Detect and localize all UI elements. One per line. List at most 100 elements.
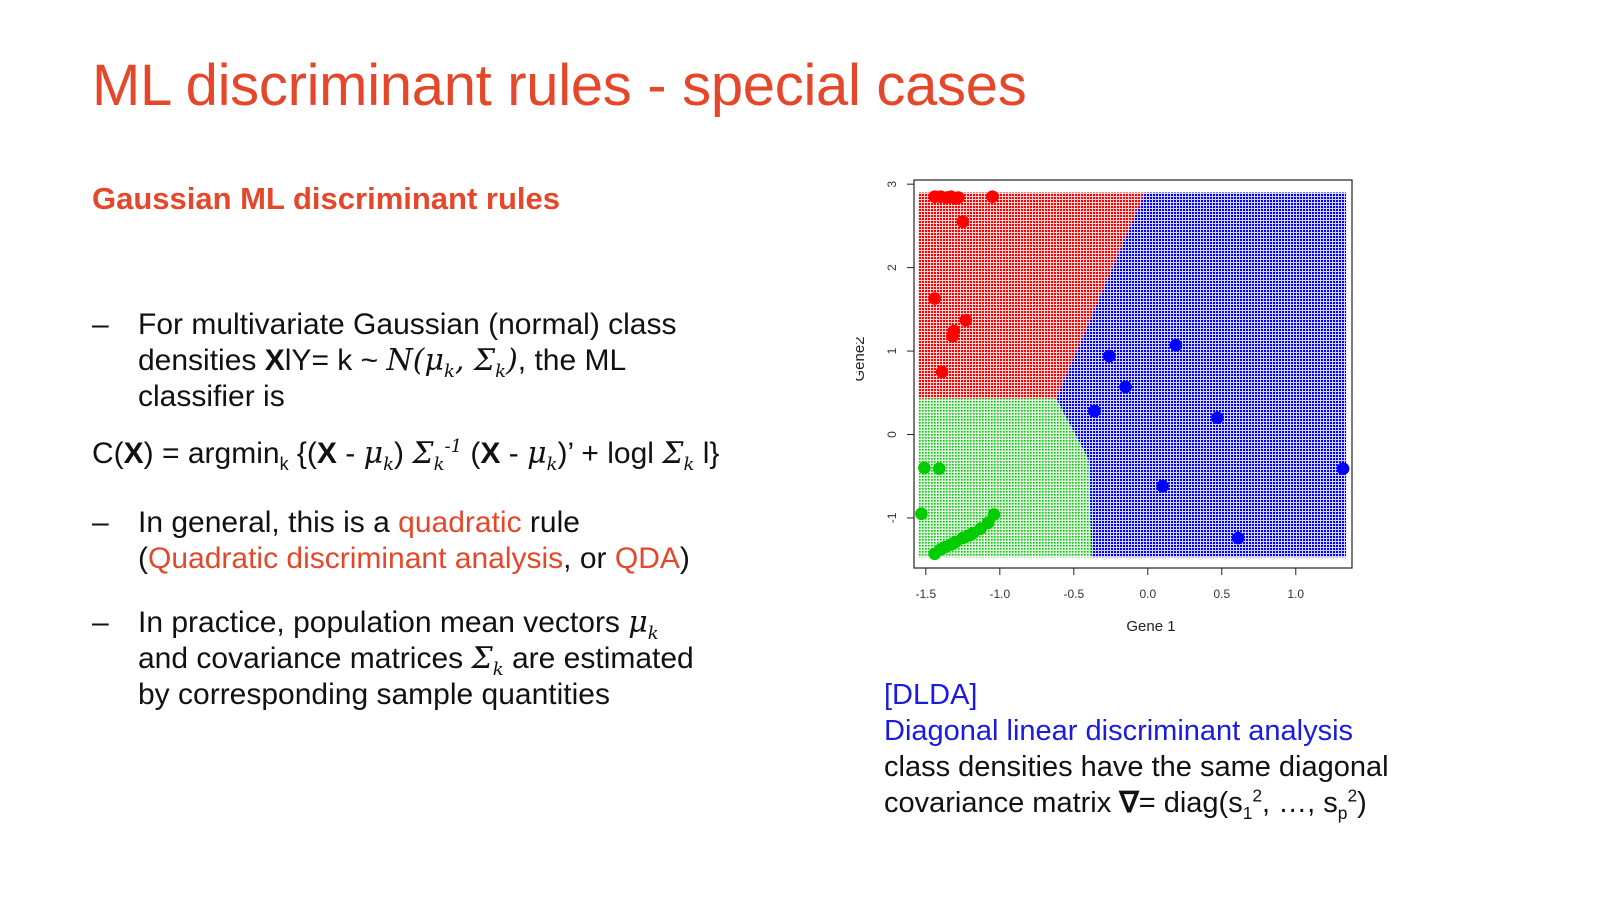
math-run: Σ	[412, 436, 434, 471]
formula-run: (	[462, 437, 481, 470]
math-run: )	[506, 343, 518, 378]
caption-method-name: Diagonal linear discriminant analysis	[884, 715, 1354, 747]
text-run: = diag(s	[1138, 787, 1243, 819]
math-run: Σ	[662, 436, 684, 471]
vector-x: X	[480, 437, 501, 470]
text-run: are estimated	[503, 642, 694, 675]
slide-title: ML discriminant rules - special cases	[92, 53, 1027, 118]
bullet-line: classifier is	[138, 380, 285, 413]
math-sub: k	[546, 454, 558, 475]
data-point	[928, 292, 941, 305]
text-run: densities	[138, 344, 265, 377]
region-red	[918, 192, 1145, 399]
nabla-symbol: ∇	[1119, 787, 1139, 819]
x-tick-label: 1.0	[1287, 587, 1304, 601]
text-run: )	[679, 542, 690, 575]
math-run: , Σ	[454, 343, 496, 378]
data-point	[959, 313, 973, 327]
caption-tag: [DLDA]	[884, 679, 978, 711]
math-sub: k	[647, 623, 659, 644]
data-point	[915, 507, 928, 521]
text-run: In general, this is a	[138, 506, 399, 539]
caption-line: covariance matrix ∇= diag(s12, …, sp2)	[884, 785, 1574, 823]
highlight-quadratic: quadratic	[398, 506, 522, 539]
data-point	[1156, 479, 1169, 493]
math-sigma: Σk	[662, 436, 694, 474]
bullet-line: (Quadratic discriminant analysis, or QDA…	[138, 541, 798, 577]
vector-x: X	[264, 344, 285, 377]
bullet-marker: –	[92, 606, 109, 639]
y-tick-label: 0	[885, 431, 899, 438]
bullet-text: For multivariate Gaussian (normal) class…	[138, 307, 798, 415]
x-tick-label: -0.5	[1063, 587, 1084, 601]
math-mu: μk	[363, 436, 394, 474]
region-blue	[1056, 192, 1347, 558]
bullet-line: In general, this is a quadratic rule	[138, 505, 798, 541]
y-axis-title: Gene2	[856, 336, 868, 381]
math-sigma-inverse: Σk-1	[412, 436, 463, 474]
math-sup: 2	[1252, 785, 1263, 806]
math-sub: k	[443, 361, 455, 382]
data-point	[956, 215, 970, 228]
text-run: lY= k ~	[284, 344, 387, 377]
data-points	[915, 190, 1350, 561]
data-point	[935, 365, 949, 379]
text-run: )	[1357, 787, 1367, 819]
math-mu: μk	[527, 436, 557, 474]
formula-run: -	[500, 437, 528, 470]
math-sub: p	[1337, 802, 1348, 823]
math-normal: N(μk, Σk)	[386, 343, 518, 381]
formula-run: )’ + logl	[557, 437, 663, 470]
math-sub: 1	[1242, 802, 1253, 823]
highlight-qda: QDA	[614, 542, 680, 575]
data-point	[946, 329, 959, 343]
chart-svg: -1.5 -1.0 -0.5 0.0 0.5 1.0 -1 0 1 2 3 Gene 1 Gene2	[851, 179, 1353, 635]
formula-run: ) = argmin	[143, 437, 280, 470]
math-run: μ	[628, 605, 648, 640]
slide-subtitle: Gaussian ML discriminant rules	[92, 181, 561, 216]
math-run: μ	[363, 436, 384, 471]
dlda-caption: [DLDA] Diagonal linear discriminant anal…	[884, 677, 1574, 821]
bullet-line: and covariance matrices Σk are estimated	[138, 641, 798, 680]
data-point	[987, 508, 1001, 521]
data-point	[918, 461, 931, 475]
math-sub: k	[433, 454, 445, 475]
bullet-text: In practice, population mean vectors μk …	[138, 605, 798, 713]
math-sub: k	[492, 659, 504, 680]
text-run: (	[138, 542, 148, 575]
chart-axes: -1.5 -1.0 -0.5 0.0 0.5 1.0 -1 0 1 2 3 Gene 1 Gene2	[851, 179, 1353, 635]
y-tick-label: 2	[885, 264, 899, 271]
x-tick-label: -1.5	[915, 587, 936, 601]
highlight-qda-long: Quadratic discriminant analysis	[148, 542, 564, 575]
x-tick-label: 0.0	[1139, 587, 1156, 601]
math-run: N(μ	[386, 343, 444, 378]
bullet-line: For multivariate Gaussian (normal) class	[138, 308, 677, 341]
bullet-marker: –	[92, 506, 109, 539]
text-run: , the ML	[517, 344, 627, 377]
vector-x: X	[123, 437, 144, 470]
y-tick-label: -1	[885, 512, 899, 523]
formula-run: {(	[288, 437, 317, 470]
text-run: , or	[563, 542, 615, 575]
data-point	[932, 462, 946, 476]
formula-run: -	[336, 437, 364, 470]
y-tick-label: 1	[885, 347, 899, 354]
data-point	[986, 190, 999, 203]
data-point	[1231, 531, 1245, 545]
text-run: , …, s	[1262, 787, 1338, 819]
math-sup: -1	[444, 436, 463, 457]
dlda-scatter-chart: -1.5 -1.0 -0.5 0.0 0.5 1.0 -1 0 1 2 3 Gene 1 Gene2	[851, 170, 1416, 660]
text-run: rule	[521, 506, 580, 539]
data-point	[1103, 349, 1116, 363]
bullet-marker: –	[92, 308, 109, 341]
data-point	[1211, 411, 1224, 425]
data-point	[1336, 462, 1350, 476]
region-green	[918, 398, 1092, 558]
x-tick-label: -1.0	[989, 587, 1010, 601]
x-axis-title: Gene 1	[1126, 618, 1175, 635]
caption-line: class densities have the same diagonal	[884, 751, 1389, 783]
math-mu: μk	[628, 605, 658, 643]
math-sub: k	[383, 454, 395, 475]
y-tick-label: 3	[885, 181, 899, 188]
classifier-formula: C(X) = argmink {(X - μk) Σk-1 (X - μk)’ …	[92, 436, 719, 474]
